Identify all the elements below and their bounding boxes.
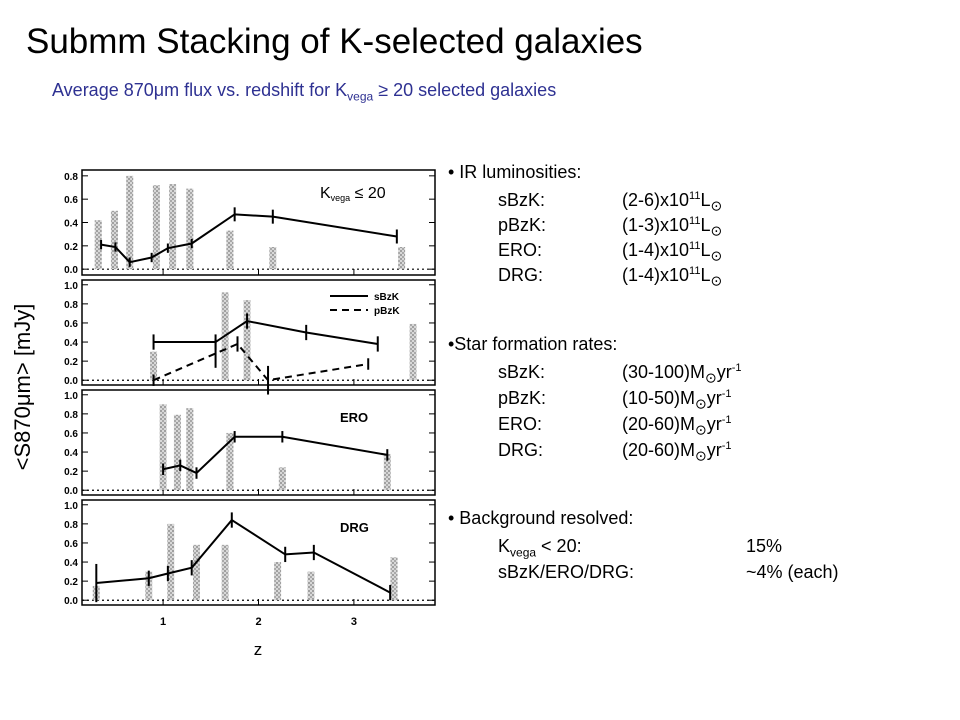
y-tick-label-1-3: 0.6 [64, 319, 78, 330]
stack-bar-1-2 [243, 300, 251, 381]
stack-bar-1-0 [150, 351, 158, 381]
stack-bar-0-8 [398, 247, 406, 270]
series-line-1-1 [153, 342, 369, 382]
ir-row-2-key: ERO: [498, 240, 543, 260]
y-tick-label-1-2: 0.4 [64, 338, 78, 349]
series-line-0-0 [100, 213, 397, 264]
y-tick-label-0-2: 0.4 [64, 219, 78, 230]
sfr-heading: •Star formation rates: [448, 334, 618, 354]
y-tick-label-2-1: 0.2 [64, 467, 78, 478]
stack-bar-3-4 [221, 544, 229, 601]
ir-row-1-value: (1-3)x1011L⊙ [622, 215, 723, 239]
stack-bar-3-1 [145, 571, 153, 601]
stack-bar-2-3 [226, 432, 234, 491]
stack-bar-3-2 [167, 523, 175, 601]
y-tick-label-0-1: 0.2 [64, 242, 78, 253]
stack-bar-2-4 [278, 467, 286, 491]
sfr-row-2-key: ERO: [498, 414, 543, 434]
x-axis-label: z [254, 640, 263, 659]
sfr-row-0-key: sBzK: [498, 362, 546, 382]
stack-bar-2-2 [186, 408, 194, 491]
stack-bar-0-7 [269, 247, 277, 270]
y-tick-label-3-5: 1.0 [64, 501, 78, 512]
stack-bar-2-1 [173, 414, 181, 491]
background-heading: • Background resolved: [448, 508, 634, 528]
ir-row-0-key: sBzK: [498, 190, 546, 210]
ir-row-2-value: (1-4)x1011L⊙ [622, 240, 723, 264]
flux-redshift-chart: 0.0 0.2 0.4 0.6 0.8 Kvega ≤ 20 0.0 0.2 0.4 0.6 0.8… [10, 169, 436, 659]
bg-row-1-value: ~4% (each) [746, 562, 839, 582]
stack-bar-3-7 [390, 557, 398, 601]
stack-bar-3-5 [274, 562, 282, 601]
ir-row-1-key: pBzK: [498, 215, 547, 235]
y-tick-label-2-4: 0.8 [64, 410, 78, 421]
stack-bar-2-0 [159, 404, 167, 491]
stack-bar-0-6 [226, 230, 234, 270]
sfr-row-3-key: DRG: [498, 440, 543, 460]
y-tick-label-2-3: 0.6 [64, 429, 78, 440]
ir-row-3-key: DRG: [498, 265, 543, 285]
y-tick-label-0-3: 0.6 [64, 195, 78, 206]
ir-row-3-value: (1-4)x1011L⊙ [622, 265, 723, 289]
y-tick-label-0-0: 0.0 [64, 265, 78, 276]
sfr-row-2-value: (20-60)M⊙yr-1 [622, 414, 732, 438]
page-subtitle: Average 870μm flux vs. redshift for Kveg… [52, 80, 557, 104]
panel-frame-2 [81, 389, 436, 496]
legend-label-1: pBzK [374, 306, 400, 317]
stack-bar-3-6 [307, 571, 315, 601]
stack-bar-0-4 [169, 184, 177, 270]
series-line-1-0 [153, 319, 378, 345]
stack-bar-2-5 [383, 453, 391, 491]
y-tick-label-1-5: 1.0 [64, 281, 78, 292]
bg-row-0-value: 15% [746, 536, 783, 556]
panel-label-3: DRG [340, 520, 369, 535]
panel-label-2: ERO [340, 410, 368, 425]
bg-row-1-key: sBzK/ERO/DRG: [498, 562, 635, 582]
y-axis-label: <S870μm> [mJy] [10, 304, 35, 471]
x-tick-label-2: 3 [351, 616, 357, 628]
x-tick-label-1: 2 [255, 616, 261, 628]
bg-row-0-key-sub: vega [510, 545, 537, 560]
y-tick-label-3-2: 0.4 [64, 558, 78, 569]
y-tick-label-3-1: 0.2 [64, 577, 78, 588]
page-title: Submm Stacking of K-selected galaxies [26, 22, 643, 61]
stack-bar-0-5 [186, 188, 194, 270]
ir-row-0-value: (2-6)x1011L⊙ [622, 190, 723, 214]
stack-bar-3-3 [192, 544, 200, 601]
x-tick-label-0: 1 [160, 616, 166, 628]
legend-label-0: sBzK [374, 292, 400, 303]
y-tick-label-0-4: 0.8 [64, 172, 78, 183]
sfr-row-1-key: pBzK: [498, 388, 547, 408]
y-tick-label-2-5: 1.0 [64, 391, 78, 402]
y-tick-label-2-0: 0.0 [64, 486, 78, 497]
y-tick-label-3-4: 0.8 [64, 520, 78, 531]
y-tick-label-1-1: 0.2 [64, 357, 78, 368]
sfr-row-1-value: (10-50)M⊙yr-1 [622, 388, 732, 412]
series-line-2-0 [162, 435, 388, 475]
bg-row-0-key-post: < 20: [536, 536, 582, 556]
stack-bar-0-1 [110, 210, 118, 270]
sfr-row-3-value: (20-60)M⊙yr-1 [622, 440, 732, 464]
series-line-3-0 [96, 518, 391, 594]
y-tick-label-1-4: 0.8 [64, 300, 78, 311]
panel-label-0: Kvega ≤ 20 [320, 185, 386, 203]
stack-bar-0-3 [152, 185, 160, 270]
y-tick-label-2-2: 0.4 [64, 448, 78, 459]
y-tick-label-3-3: 0.6 [64, 539, 78, 550]
stack-bar-1-3 [409, 323, 417, 381]
stack-bar-0-2 [126, 175, 134, 270]
ir-luminosities-heading: • IR luminosities: [448, 162, 582, 182]
sfr-row-0-value: (30-100)M⊙yr-1 [622, 362, 742, 386]
stack-bar-0-0 [94, 220, 102, 270]
y-tick-label-3-0: 0.0 [64, 596, 78, 607]
bg-row-0-key: Kvega < 20: [498, 536, 582, 560]
y-tick-label-1-0: 0.0 [64, 376, 78, 387]
